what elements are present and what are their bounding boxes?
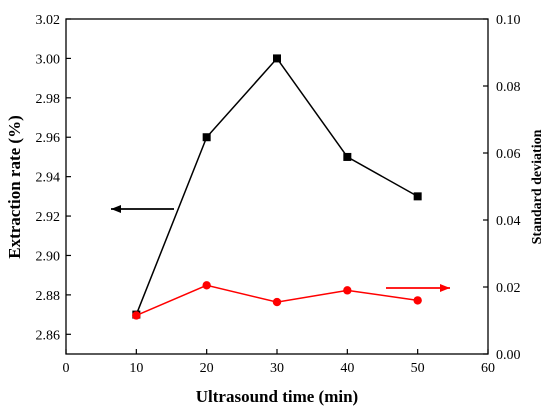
- y2-tick-label: 0.04: [496, 214, 521, 229]
- series-layer: [132, 54, 422, 320]
- series-1-point: [273, 54, 281, 63]
- x-axis-title: Ultrasound time (min): [196, 387, 358, 406]
- x-tick-label: 60: [481, 361, 495, 376]
- y2-tick-label: 0.08: [496, 80, 521, 95]
- y2-tick-label: 0.02: [496, 281, 521, 296]
- y-tick-label: 2.86: [36, 328, 61, 343]
- y2-axis-title: Standard deviation: [530, 129, 545, 244]
- series-1-point: [413, 192, 422, 201]
- x-tick-label: 10: [129, 361, 143, 376]
- y-tick-label: 2.96: [36, 131, 61, 146]
- series-1-line: [135, 57, 419, 315]
- series-2-point: [132, 311, 141, 320]
- x-tick-label: 40: [340, 361, 354, 376]
- y-tick-label: 2.98: [36, 92, 61, 107]
- y2-axis-ticks: 0.00 0.02 0.04 0.06 0.08 0.10: [483, 13, 521, 363]
- right-axis-arrow-head: [440, 284, 450, 292]
- y-tick-label: 2.94: [36, 171, 61, 186]
- y-tick-label: 2.92: [36, 210, 61, 225]
- y2-tick-label: 0.06: [496, 147, 521, 162]
- series-2-point: [202, 281, 211, 290]
- y-tick-label: 2.88: [36, 289, 61, 304]
- series-1-point: [202, 133, 211, 142]
- x-tick-label: 20: [200, 361, 214, 376]
- y-tick-label: 2.90: [36, 249, 61, 264]
- x-axis-ticks: 0 10 20 30 40 50 60: [63, 349, 495, 376]
- x-tick-label: 0: [63, 361, 70, 376]
- y2-tick-label: 0.00: [496, 348, 521, 363]
- y2-tick-label: 0.10: [496, 13, 521, 28]
- left-axis-arrow-head: [111, 205, 121, 213]
- series-1-point: [343, 152, 352, 161]
- y-axis-ticks: 2.86 2.88 2.90 2.92 2.94 2.96 2.98 3.00 3.02: [36, 13, 71, 343]
- series-2-point: [413, 296, 422, 305]
- y-tick-label: 3.02: [36, 13, 61, 28]
- x-tick-label: 50: [411, 361, 425, 376]
- series-2-point: [343, 286, 352, 295]
- series-2-point: [272, 297, 282, 307]
- x-tick-label: 30: [270, 361, 284, 376]
- y-tick-label: 3.00: [36, 52, 61, 67]
- y-axis-title: Extraction rate (%): [5, 115, 24, 259]
- arrows-layer: [111, 205, 450, 292]
